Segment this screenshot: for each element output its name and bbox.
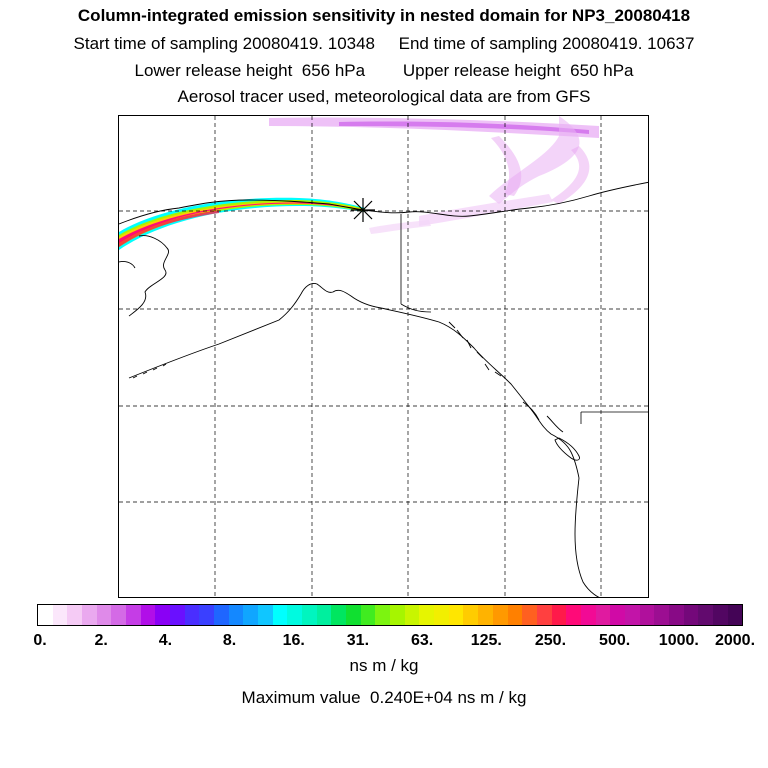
sampling-time-line: Start time of sampling 20080419. 10348 E…	[73, 34, 695, 53]
colorbar-segment	[287, 605, 303, 625]
colorbar-tick-label: 250.	[534, 632, 567, 649]
colorbar-tick-label: 0.	[33, 632, 47, 649]
colorbar-segment	[214, 605, 229, 625]
colorbar-segment	[184, 605, 200, 625]
release-location-marker	[351, 198, 375, 222]
colorbar-segment	[82, 605, 97, 625]
colorbar-segment	[668, 605, 684, 625]
colorbar-segment	[595, 605, 611, 625]
colorbar-segment	[316, 605, 332, 625]
colorbar-segment	[434, 605, 449, 625]
colorbar-segment	[404, 605, 420, 625]
colorbar-segment	[566, 605, 581, 625]
sensitivity-plume-main	[119, 197, 365, 250]
maximum-value-label: Maximum value 0.240E+04 ns m / kg	[241, 688, 527, 707]
colorbar-segment	[360, 605, 376, 625]
map-panel	[118, 115, 649, 598]
colorbar-segment	[551, 605, 567, 625]
map-canvas	[119, 116, 648, 597]
colorbar-segment	[698, 605, 713, 625]
colorbar-tick-label: 2000.	[714, 632, 756, 649]
colorbar-tick-label: 2.	[94, 632, 108, 649]
coastlines	[119, 181, 648, 597]
colorbar-segment	[683, 605, 699, 625]
colorbar-segment	[346, 605, 361, 625]
colorbar-segment	[140, 605, 156, 625]
colorbar-segment	[727, 605, 743, 625]
tracer-info-line: Aerosol tracer used, meteorological data…	[177, 87, 591, 106]
colorbar-segment	[390, 605, 405, 625]
colorbar-segment	[712, 605, 728, 625]
sensitivity-plume-top	[269, 116, 599, 234]
colorbar-segment	[243, 605, 259, 625]
colorbar-segment	[507, 605, 523, 625]
colorbar-segment	[536, 605, 552, 625]
colorbar-segment	[155, 605, 171, 625]
colorbar-segment	[610, 605, 625, 625]
colorbar-segment	[126, 605, 141, 625]
colorbar-tick-label: 63.	[410, 632, 434, 649]
colorbar-tick-label: 1000.	[658, 632, 699, 649]
colorbar-tick-label: 16.	[282, 632, 305, 649]
release-height-line: Lower release height 656 hPa Upper relea…	[134, 61, 634, 80]
colorbar-segment	[52, 605, 68, 625]
colorbar	[37, 604, 743, 626]
plot-title: Column-integrated emission sensitivity i…	[77, 6, 691, 25]
colorbar-segment	[639, 605, 655, 625]
colorbar-segment	[492, 605, 508, 625]
colorbar-tick-label: 8.	[222, 632, 237, 649]
colorbar-unit-label: ns m / kg	[349, 656, 419, 675]
colorbar-segment	[624, 605, 640, 625]
colorbar-segment	[419, 605, 435, 625]
colorbar-segment	[199, 605, 215, 625]
colorbar-segment	[448, 605, 464, 625]
colorbar-tick-label: 125.	[470, 632, 502, 649]
colorbar-segment	[463, 605, 479, 625]
colorbar-segment	[258, 605, 273, 625]
colorbar-segment	[228, 605, 244, 625]
colorbar-segment	[38, 605, 53, 625]
colorbar-segment	[654, 605, 669, 625]
colorbar-segment	[580, 605, 596, 625]
colorbar-segment	[96, 605, 112, 625]
political-borders	[400, 214, 648, 424]
colorbar-segment	[302, 605, 317, 625]
colorbar-segment	[67, 605, 83, 625]
colorbar-segment	[375, 605, 391, 625]
colorbar-segment	[478, 605, 493, 625]
colorbar-segment	[272, 605, 288, 625]
colorbar-segment	[331, 605, 347, 625]
colorbar-segment	[170, 605, 185, 625]
colorbar-tick-labels: 0. 2. 4. 8. 16. 31. 63. 125. 250. 500. 1000. 2000.	[0, 632, 768, 652]
colorbar-tick-label: 4.	[158, 632, 173, 649]
colorbar-tick-label: 500.	[599, 632, 631, 649]
colorbar-segment	[111, 605, 127, 625]
colorbar-segment	[522, 605, 537, 625]
lat-lon-grid	[119, 116, 648, 597]
colorbar-tick-label: 31.	[346, 632, 370, 649]
